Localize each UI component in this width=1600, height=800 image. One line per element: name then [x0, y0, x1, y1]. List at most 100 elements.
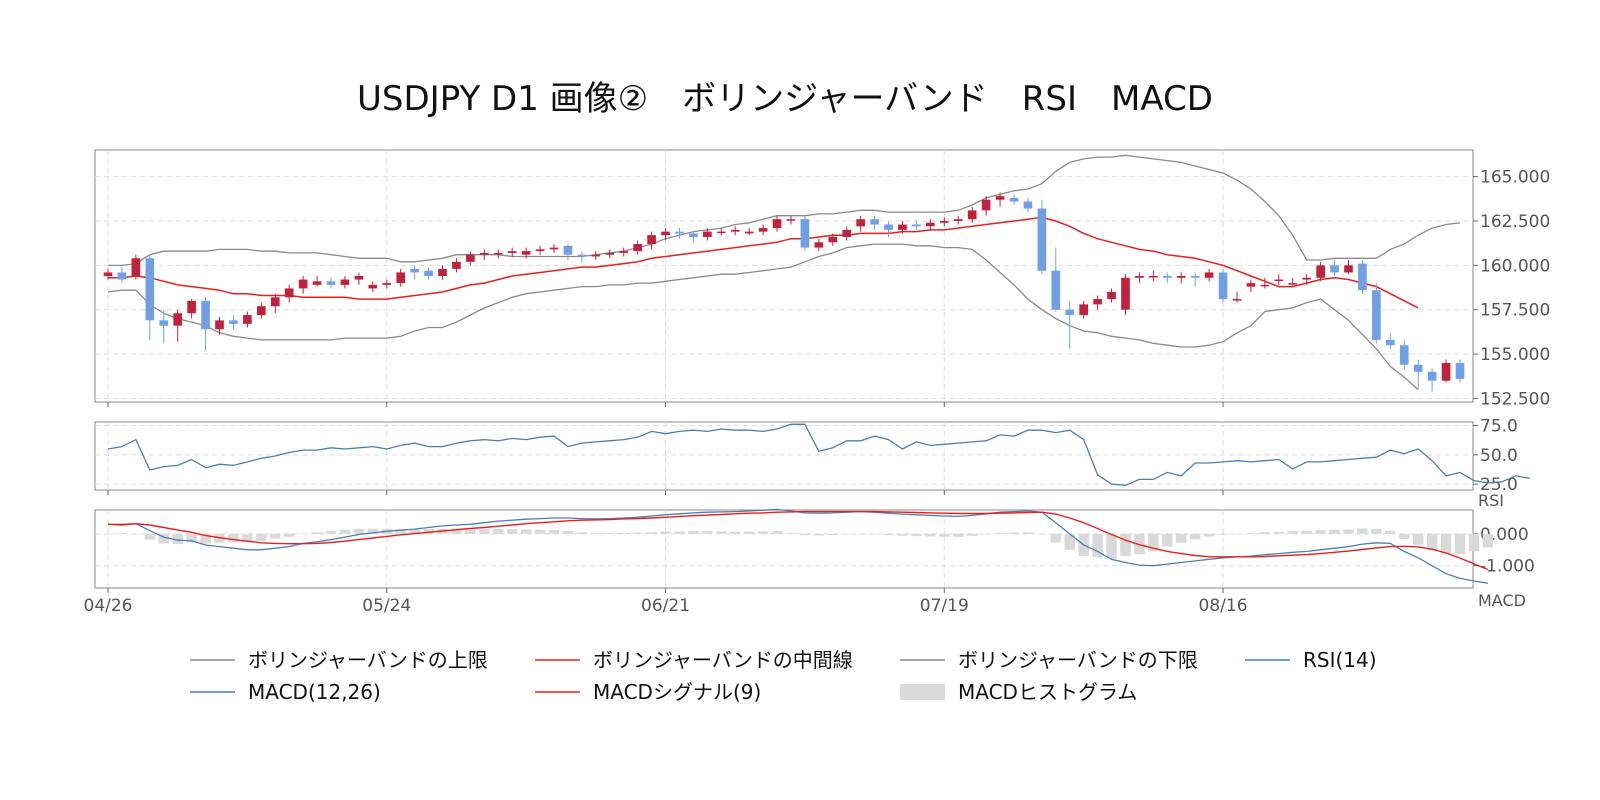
candle-body — [1413, 364, 1423, 372]
y-tick-label: 165.000 — [1480, 168, 1550, 188]
macd-histogram-bar — [325, 531, 337, 534]
bollinger-lower-line — [107, 243, 1419, 391]
macd-histogram-bar — [855, 533, 866, 535]
x-tick-label: 06/21 — [641, 596, 690, 616]
candle-body — [284, 288, 294, 298]
macd-histogram-bar — [1482, 533, 1494, 548]
candle-body — [117, 272, 127, 280]
macd-histogram-bar — [1217, 533, 1229, 535]
candle-body — [926, 222, 935, 227]
candle-body — [326, 281, 336, 285]
macd-histogram-bar — [1329, 529, 1340, 534]
macd-histogram-bar — [771, 531, 783, 534]
candle-body — [1274, 279, 1284, 282]
candle-body — [521, 251, 531, 255]
candle-body — [1065, 309, 1075, 316]
macd-histogram-bar — [423, 529, 434, 534]
candle-body — [661, 231, 670, 236]
candle-body — [256, 306, 266, 316]
y-tick-label: 50.0 — [1480, 446, 1518, 466]
macd-histogram-bar — [479, 529, 490, 534]
candle-body — [1427, 371, 1437, 381]
candle-body — [898, 224, 907, 230]
macd-histogram-bar — [980, 533, 992, 535]
macd-histogram-bar — [1050, 533, 1062, 543]
candle-body — [507, 251, 517, 253]
candle-body — [243, 315, 252, 324]
macd-histogram-bar — [116, 533, 128, 534]
legend-label: RSI(14) — [1303, 648, 1377, 672]
macd-signal-line — [107, 510, 1489, 571]
candle-body — [1051, 270, 1061, 310]
candle-body — [744, 231, 754, 234]
candle-body — [480, 252, 489, 255]
macd-histogram-bar — [618, 532, 629, 534]
macd-histogram-bar — [506, 529, 518, 534]
macd-histogram-bar — [911, 533, 922, 537]
candle-body — [633, 244, 642, 252]
candle-body — [145, 258, 155, 321]
macd-histogram-bar — [1454, 533, 1466, 555]
macd-histogram-bar — [548, 530, 560, 534]
macd-histogram-bar — [270, 533, 281, 539]
macd-histogram-bar — [1426, 533, 1438, 551]
macd-histogram-bar — [1189, 533, 1201, 540]
candle-body — [981, 199, 991, 211]
candle-body — [493, 252, 503, 255]
candle-body — [159, 320, 169, 326]
macd-histogram-bar — [716, 531, 727, 534]
candle-body — [215, 320, 224, 330]
macd-histogram-bar — [1036, 533, 1048, 535]
macd-histogram-bar — [1412, 533, 1424, 545]
legend: ボリンジャーバンドの上限 ボリンジャーバンドの中間線 ボリンジャーバンドの下限 RSI… — [190, 648, 1377, 704]
candle-body — [814, 242, 824, 248]
macd-histogram-bar — [994, 532, 1006, 534]
macd-histogram-bar — [953, 533, 964, 537]
candle-body — [229, 320, 238, 324]
candle-body — [1232, 299, 1242, 301]
rsi-line — [107, 423, 1530, 486]
candle-body — [1037, 208, 1047, 271]
candle-body — [103, 272, 113, 276]
macd-histogram-bar — [200, 533, 211, 544]
candle-body — [1218, 272, 1228, 300]
candle-body — [605, 252, 615, 255]
candle-body — [884, 224, 893, 230]
macd-histogram-bar — [1203, 533, 1215, 537]
candle-body — [828, 236, 838, 243]
macd-histogram-bar — [1176, 533, 1187, 543]
macd-histogram-bar — [1273, 531, 1285, 534]
panel-frame — [94, 149, 1474, 403]
candle-body — [1288, 283, 1298, 285]
macd-histogram-bar — [743, 531, 755, 534]
macd-histogram-bar — [1022, 532, 1034, 534]
legend-label: ボリンジャーバンドの下限 — [958, 648, 1198, 672]
candle-body — [953, 219, 963, 221]
macd-histogram-bar — [520, 529, 532, 534]
macd-histogram-bar — [1385, 530, 1396, 534]
macd-histogram-bar — [674, 531, 685, 534]
macd-histogram-bar — [966, 533, 978, 536]
macd-histogram-bar — [1301, 530, 1312, 534]
y-tick-label: -1.000 — [1480, 557, 1535, 577]
legend-label: MACDヒストグラム — [958, 680, 1137, 704]
candle-body — [842, 229, 852, 237]
macd-histogram-bar — [757, 531, 769, 534]
macd-histogram-bar — [869, 533, 880, 535]
macd-histogram-bar — [1371, 528, 1382, 534]
candle-body — [1372, 290, 1381, 340]
legend-label: MACDシグナル(9) — [593, 680, 761, 704]
macd-histogram-bar — [813, 533, 825, 536]
panel-frame — [94, 421, 1474, 491]
candle-body — [591, 254, 601, 257]
macd-histogram-bar — [395, 529, 406, 534]
macd-histogram-bar — [939, 533, 950, 537]
x-tick-label: 07/19 — [920, 596, 969, 616]
y-tick-label: 152.500 — [1480, 389, 1550, 409]
price-panel: 152.500 155.000 157.500 160.000 162.500 165.0… — [94, 149, 1550, 409]
candle-body — [1162, 276, 1172, 278]
macd-histogram-bar — [590, 532, 602, 534]
candle-body — [131, 258, 141, 276]
macd-histogram-bar — [1162, 533, 1173, 547]
